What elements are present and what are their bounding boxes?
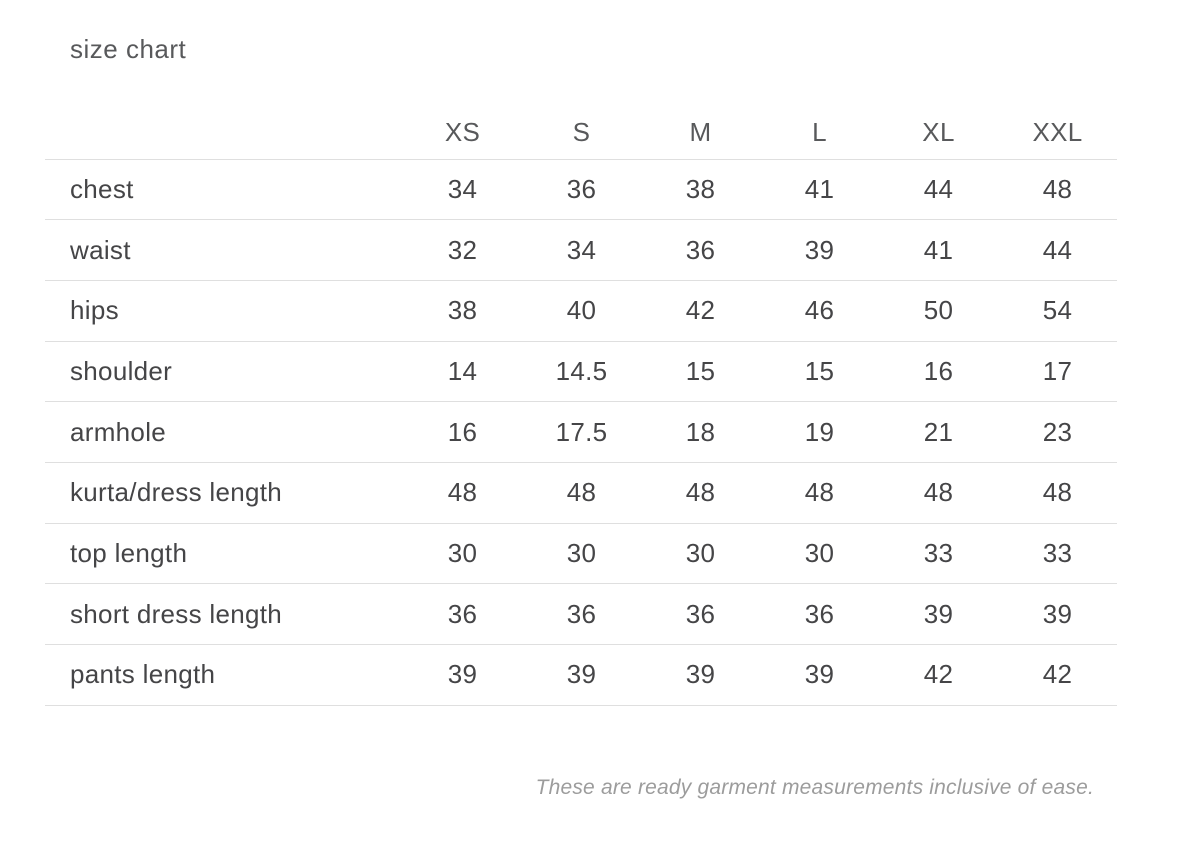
measurement-cell: 42 bbox=[879, 644, 998, 706]
table-row: chest 34 36 38 41 44 48 bbox=[45, 159, 1117, 221]
measurement-cell: 41 bbox=[879, 219, 998, 281]
table-row: kurta/dress length 48 48 48 48 48 48 bbox=[45, 462, 1117, 524]
measurement-cell: 36 bbox=[641, 219, 760, 281]
measurement-cell: 44 bbox=[879, 159, 998, 221]
measurement-cell: 30 bbox=[403, 523, 522, 585]
measurement-cell: 19 bbox=[760, 401, 879, 463]
table-row: top length 30 30 30 30 33 33 bbox=[45, 523, 1117, 585]
measurement-cell: 36 bbox=[641, 583, 760, 645]
row-label: pants length bbox=[45, 644, 403, 706]
measurement-cell: 50 bbox=[879, 280, 998, 342]
row-label: top length bbox=[45, 523, 403, 585]
page-title: size chart bbox=[70, 34, 187, 64]
measurement-cell: 36 bbox=[760, 583, 879, 645]
measurement-cell: 16 bbox=[879, 341, 998, 403]
table-row: waist 32 34 36 39 41 44 bbox=[45, 219, 1117, 281]
measurement-cell: 23 bbox=[998, 401, 1117, 463]
measurement-cell: 17 bbox=[998, 341, 1117, 403]
measurement-cell: 46 bbox=[760, 280, 879, 342]
measurement-cell: 33 bbox=[879, 523, 998, 585]
row-label: kurta/dress length bbox=[45, 462, 403, 524]
column-header-xxl: XXL bbox=[998, 106, 1117, 160]
measurement-cell: 38 bbox=[403, 280, 522, 342]
measurement-cell: 48 bbox=[998, 159, 1117, 221]
measurement-cell: 32 bbox=[403, 219, 522, 281]
measurement-cell: 39 bbox=[998, 583, 1117, 645]
size-chart-header-row: XS S M L XL XXL bbox=[45, 106, 1117, 160]
size-chart-table: XS S M L XL XXL chest 34 36 38 41 44 48 waist 32 34 36 3… bbox=[45, 106, 1117, 706]
measurement-cell: 41 bbox=[760, 159, 879, 221]
measurement-cell: 15 bbox=[760, 341, 879, 403]
measurement-cell: 21 bbox=[879, 401, 998, 463]
measurement-cell: 14 bbox=[403, 341, 522, 403]
measurement-cell: 30 bbox=[760, 523, 879, 585]
column-header-xs: XS bbox=[403, 106, 522, 160]
table-row: shoulder 14 14.5 15 15 16 17 bbox=[45, 341, 1117, 403]
measurement-cell: 30 bbox=[641, 523, 760, 585]
measurement-cell: 36 bbox=[403, 583, 522, 645]
measurement-cell: 17.5 bbox=[522, 401, 641, 463]
measurement-cell: 30 bbox=[522, 523, 641, 585]
size-chart-head: XS S M L XL XXL bbox=[45, 106, 1117, 160]
measurement-cell: 18 bbox=[641, 401, 760, 463]
measurement-cell: 48 bbox=[760, 462, 879, 524]
row-label: chest bbox=[45, 159, 403, 221]
measurement-cell: 16 bbox=[403, 401, 522, 463]
measurement-cell: 39 bbox=[879, 583, 998, 645]
measurement-cell: 34 bbox=[403, 159, 522, 221]
measurement-cell: 15 bbox=[641, 341, 760, 403]
measurement-cell: 44 bbox=[998, 219, 1117, 281]
measurement-cell: 40 bbox=[522, 280, 641, 342]
row-label: hips bbox=[45, 280, 403, 342]
measurement-cell: 39 bbox=[403, 644, 522, 706]
measurement-cell: 36 bbox=[522, 583, 641, 645]
measurement-cell: 48 bbox=[403, 462, 522, 524]
measurement-cell: 42 bbox=[641, 280, 760, 342]
size-chart-body: chest 34 36 38 41 44 48 waist 32 34 36 39 41 44 hips 38… bbox=[45, 159, 1117, 706]
column-header-l: L bbox=[760, 106, 879, 160]
measurement-cell: 39 bbox=[760, 219, 879, 281]
footnote: These are ready garment measurements inc… bbox=[535, 776, 1094, 799]
measurement-cell: 39 bbox=[641, 644, 760, 706]
measurement-cell: 48 bbox=[641, 462, 760, 524]
row-label: armhole bbox=[45, 401, 403, 463]
column-header-s: S bbox=[522, 106, 641, 160]
table-row: short dress length 36 36 36 36 39 39 bbox=[45, 583, 1117, 645]
measurement-cell: 48 bbox=[998, 462, 1117, 524]
table-row: hips 38 40 42 46 50 54 bbox=[45, 280, 1117, 342]
measurement-cell: 34 bbox=[522, 219, 641, 281]
measurement-cell: 42 bbox=[998, 644, 1117, 706]
measurement-cell: 39 bbox=[522, 644, 641, 706]
measurement-cell: 48 bbox=[522, 462, 641, 524]
measurement-cell: 39 bbox=[760, 644, 879, 706]
column-header-xl: XL bbox=[879, 106, 998, 160]
row-label: shoulder bbox=[45, 341, 403, 403]
column-header-m: M bbox=[641, 106, 760, 160]
measurement-cell: 48 bbox=[879, 462, 998, 524]
measurement-cell: 36 bbox=[522, 159, 641, 221]
measurement-cell: 54 bbox=[998, 280, 1117, 342]
measurement-cell: 14.5 bbox=[522, 341, 641, 403]
measurement-cell: 33 bbox=[998, 523, 1117, 585]
table-row: armhole 16 17.5 18 19 21 23 bbox=[45, 401, 1117, 463]
measurement-cell: 38 bbox=[641, 159, 760, 221]
table-row: pants length 39 39 39 39 42 42 bbox=[45, 644, 1117, 706]
corner-cell bbox=[45, 106, 403, 160]
row-label: short dress length bbox=[45, 583, 403, 645]
row-label: waist bbox=[45, 219, 403, 281]
